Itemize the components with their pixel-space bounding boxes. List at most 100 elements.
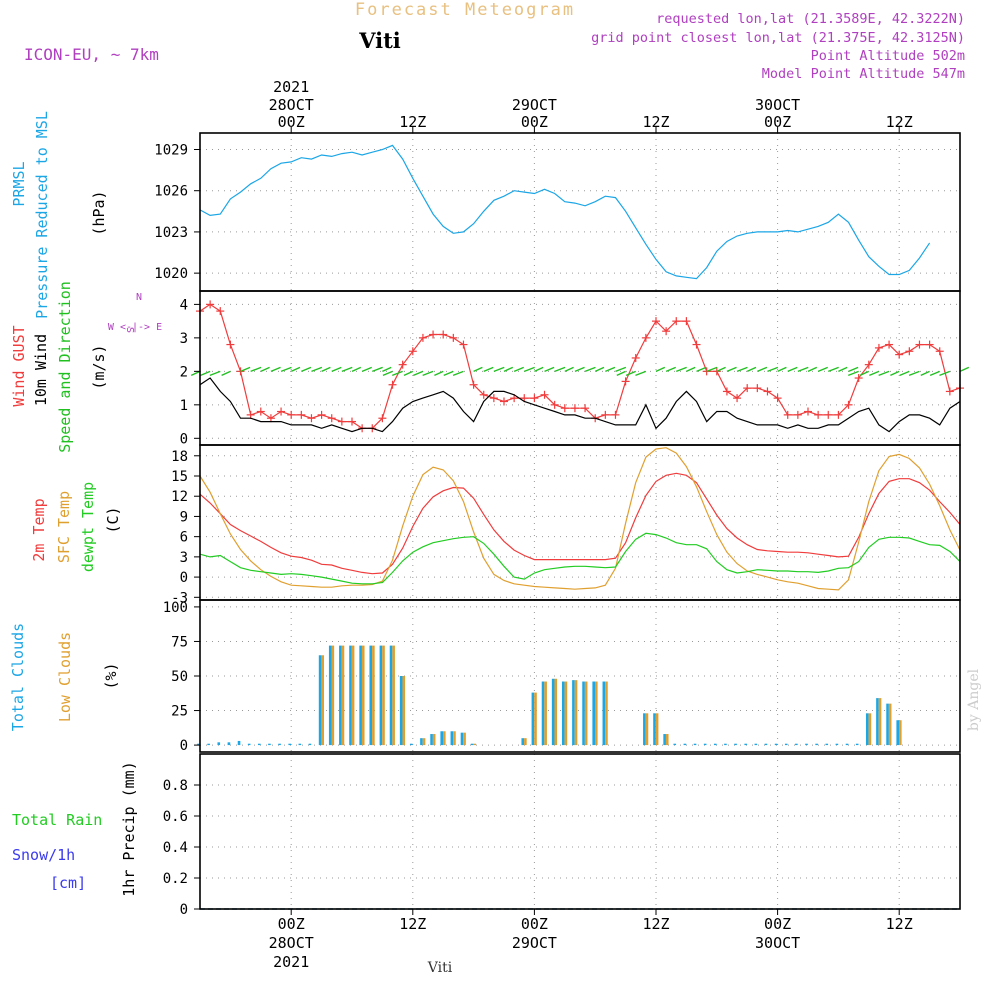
wind-label: 10m Wind [32,334,50,406]
wind-arrow [200,370,211,376]
gridlines [200,133,960,910]
total_clouds-bar [805,743,808,746]
compass-n: N [136,292,142,303]
wind-arrow [564,366,574,372]
x-date-label-top: 28OCT [269,96,314,114]
y-tick-label: 0.4 [163,840,188,856]
x-tick-label-bottom: 00Z [764,915,791,933]
total_clouds-bar [258,743,261,746]
wind-arrow [372,366,383,373]
wind-arrow [280,366,292,373]
y-tick-label: 15 [171,469,188,485]
wind-arrow [473,366,483,372]
wind-arrow [696,366,707,372]
wind-arrow [686,366,696,372]
total_clouds-bar [298,743,302,746]
wind-arrow [746,366,757,372]
x-tick-label-top: 12Z [642,113,669,131]
x-date-label-bottom: 29OCT [512,934,557,952]
total_clouds-bar [815,743,818,746]
low_clouds-bar [321,655,324,746]
total_clouds-bar [531,692,535,746]
wind-arrow [869,370,880,376]
total-clouds-label: Total Clouds [9,623,27,731]
wind-arrow [787,366,798,372]
x-tick-label-bottom: 00Z [278,915,305,933]
panel-frame-pressure [199,132,961,292]
precip-axis-label: 1hr Precip (mm) [120,761,138,896]
total_clouds-bar [308,743,312,746]
panel-frames [199,132,961,910]
total_clouds-bar [876,698,879,746]
low_clouds-bar [351,645,355,746]
wind-arrow [777,366,787,372]
wind-arrow [908,370,920,377]
low_clouds-bar [473,743,476,746]
wind-arrow [625,370,637,376]
y-tick-label: 0 [180,738,188,754]
pressure-line [199,144,931,280]
low_clouds-bar [554,678,558,746]
total_clouds-bar [754,743,758,746]
wind-arrow [351,366,362,372]
wind-arrow [534,366,544,372]
low_clouds-bar [331,645,335,746]
wind-arrow [260,366,270,372]
low_clouds-bar [392,645,395,746]
wind-arrow [665,366,677,372]
total_clouds-bar [562,681,565,746]
wind-arrow [594,366,605,372]
total_clouds-bar [278,743,281,746]
total_clouds-bar [410,743,413,746]
clouds-unit: (%) [102,662,120,689]
total_clouds-bar [602,681,606,746]
wind-arrow [828,366,839,373]
wind-arrow [341,366,353,373]
wind-arrow [493,366,505,373]
sfc-line [199,447,961,591]
y-tick-label: 2 [180,364,188,380]
low_clouds-bar [341,645,345,746]
low_clouds-bar [453,731,456,746]
y-tick-label: 3 [180,550,188,566]
wind-line [199,377,961,433]
wind-arrow [817,366,829,372]
wind-arrow [959,366,970,372]
wind-arrow [290,366,301,372]
total_clouds-bar [855,743,859,746]
snow-label: Snow/1h [12,846,75,864]
pressure-label-1: PRMSL [10,161,28,206]
wind-arrow [807,366,818,372]
wind-arrow [524,366,535,373]
low-clouds-label: Low Clouds [56,632,74,722]
low_clouds-bar [544,681,547,746]
gust-label: Wind GUST [10,325,28,406]
wind-arrow [250,366,262,373]
wind-arrow [616,370,626,376]
rain-label: Total Rain [12,811,102,829]
y-tick-label: -3 [171,590,188,606]
total_clouds-bar [673,743,677,746]
total_clouds-bar [744,743,747,746]
x-tick-label-bottom: 12Z [642,915,669,933]
point-altitude: Point Altitude 502m [811,48,965,64]
x-tick-label-top: 00Z [764,113,791,131]
total_clouds-bar [714,743,717,746]
wind-arrow [443,370,454,376]
y-tick-label: 1 [180,398,188,414]
y-tick-label: 100 [163,600,188,616]
total_clouds-bar [369,645,373,746]
x-tick-label-bottom: 00Z [521,915,548,933]
wind-arrow [413,370,424,376]
temp2m-line [199,472,961,575]
wind-arrow [848,366,859,372]
wind-arrow [270,366,281,372]
wind-arrow [797,366,809,373]
x-date-label-bottom: 30OCT [755,934,800,952]
total_clouds-bar [886,703,889,746]
total_clouds-bar [663,734,666,746]
pressure-label-2: Pressure Reduced to MSL [33,111,51,319]
wind-arrow [554,366,566,373]
total_clouds-bar [592,681,595,746]
wind-arrow [859,370,870,376]
